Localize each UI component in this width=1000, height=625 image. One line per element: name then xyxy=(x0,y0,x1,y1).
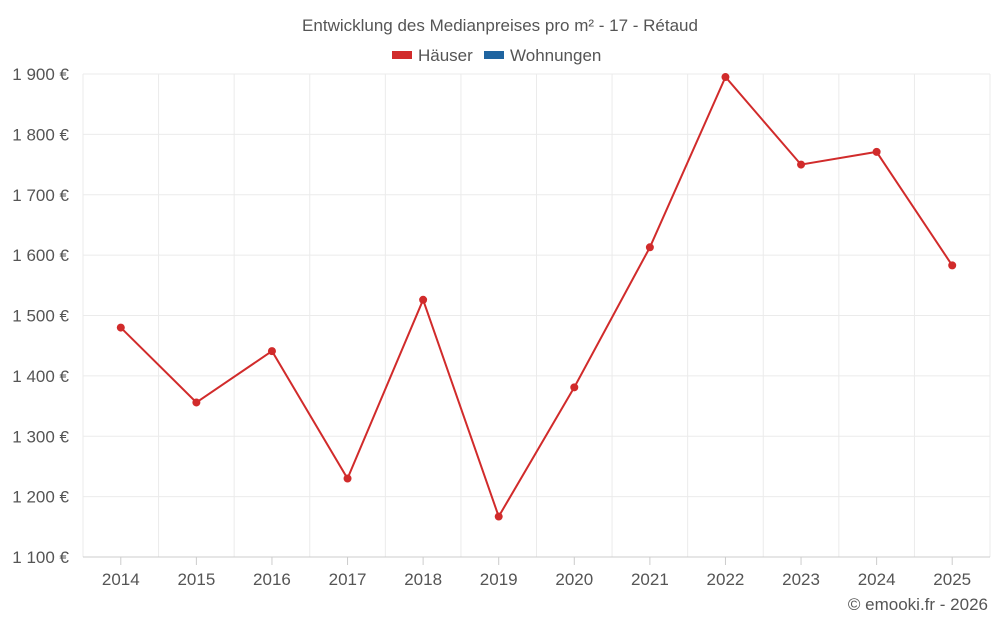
y-tick-label: 1 100 € xyxy=(12,548,69,567)
legend-swatch-haeuser[interactable] xyxy=(392,51,412,59)
y-tick-label: 1 500 € xyxy=(12,307,69,326)
data-point-2018[interactable] xyxy=(419,295,428,304)
data-point-2022[interactable] xyxy=(721,73,730,82)
x-tick-label: 2016 xyxy=(253,570,291,589)
data-point-2025[interactable] xyxy=(948,261,957,270)
data-point-2016[interactable] xyxy=(267,347,276,356)
data-point-2023[interactable] xyxy=(797,160,806,169)
x-tick-label: 2018 xyxy=(404,570,442,589)
x-tick-label: 2022 xyxy=(707,570,745,589)
axes: 1 100 € 1 200 € 1 300 € 1 400 € 1 500 € 1 600… xyxy=(12,65,990,589)
y-tick-label: 1 800 € xyxy=(12,125,69,144)
y-tick-label: 1 900 € xyxy=(12,65,69,84)
legend: Häuser Wohnungen xyxy=(392,46,601,65)
data-point-2021[interactable] xyxy=(645,243,654,252)
x-tick-label: 2023 xyxy=(782,570,820,589)
data-point-2017[interactable] xyxy=(343,474,352,483)
x-tick-label: 2017 xyxy=(329,570,367,589)
data-point-2020[interactable] xyxy=(570,383,579,392)
legend-label-haeuser[interactable]: Häuser xyxy=(418,46,473,65)
x-tick-label: 2024 xyxy=(858,570,896,589)
x-tick-label: 2025 xyxy=(933,570,971,589)
x-tick-label: 2014 xyxy=(102,570,140,589)
x-tick-label: 2020 xyxy=(555,570,593,589)
data-point-2019[interactable] xyxy=(494,512,503,521)
y-tick-label: 1 400 € xyxy=(12,367,69,386)
x-tick-label: 2021 xyxy=(631,570,669,589)
data-point-2014[interactable] xyxy=(116,323,125,332)
grid xyxy=(82,73,991,557)
x-tick-label: 2019 xyxy=(480,570,518,589)
y-tick-label: 1 700 € xyxy=(12,186,69,205)
series-layer xyxy=(116,73,957,521)
y-tick-label: 1 600 € xyxy=(12,246,69,265)
legend-swatch-wohnungen[interactable] xyxy=(484,51,504,59)
x-tick-label: 2015 xyxy=(177,570,215,589)
y-tick-label: 1 300 € xyxy=(12,427,69,446)
chart-title: Entwicklung des Medianpreises pro m² - 1… xyxy=(302,16,698,35)
series-line-haeuser[interactable] xyxy=(120,75,954,519)
y-tick-label: 1 200 € xyxy=(12,488,69,507)
data-point-2024[interactable] xyxy=(872,147,881,156)
chart-credit: © emooki.fr - 2026 xyxy=(848,595,988,614)
legend-label-wohnungen[interactable]: Wohnungen xyxy=(510,46,601,65)
data-point-2015[interactable] xyxy=(192,398,201,407)
